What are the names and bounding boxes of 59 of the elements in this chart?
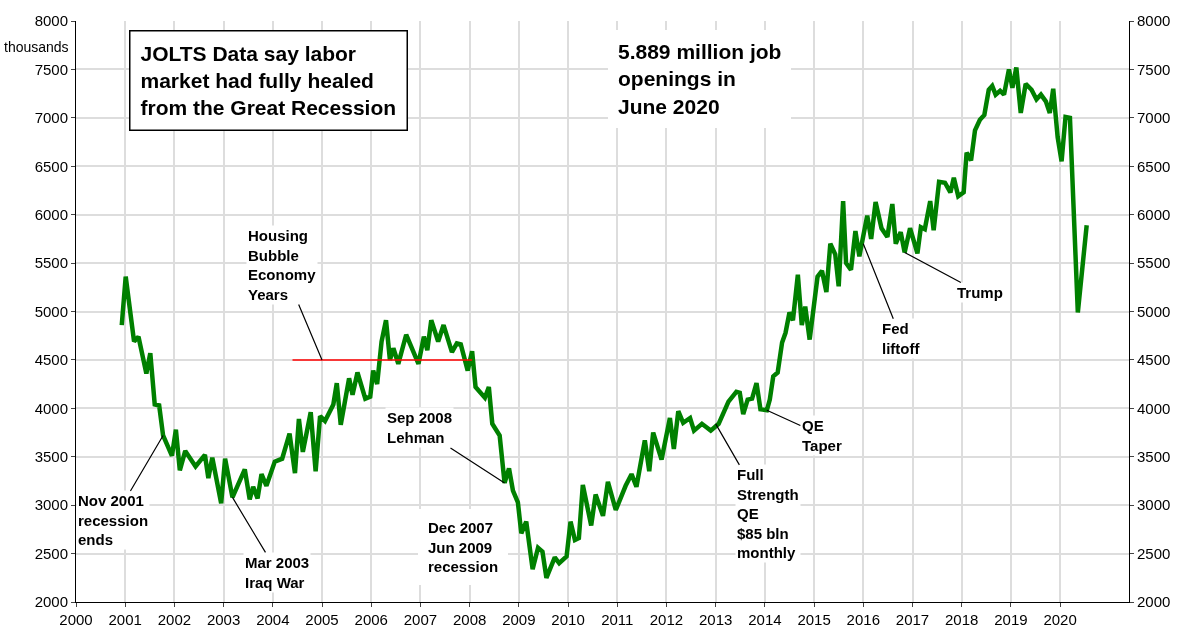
y-tick-label: 6500 <box>34 157 68 175</box>
y-tick-label: 6000 <box>34 205 68 223</box>
x-tick-label: 2012 <box>649 611 684 628</box>
annotation: Nov 2001 recession ends <box>78 492 149 548</box>
y-tick-label: 7500 <box>34 60 68 78</box>
y2-tick-label: 8000 <box>1137 12 1171 30</box>
annotation: JOLTS Data say labor market had fully healed from the Great Recession <box>140 41 397 120</box>
y2-tick-label: 5000 <box>1137 302 1171 320</box>
y2-tick-label: 7000 <box>1137 109 1171 127</box>
x-tick-label: 2018 <box>945 611 979 628</box>
x-tick-label: 2000 <box>59 611 93 628</box>
y2-tick-label: 4000 <box>1137 399 1171 417</box>
y2-tick-label: 4500 <box>1137 351 1171 369</box>
y2-tick-label: 5500 <box>1137 254 1171 272</box>
annotation: Mar 2003 Iraq War <box>245 554 310 591</box>
y2-tick-label: 7500 <box>1137 60 1171 78</box>
x-tick-label: 2011 <box>601 611 634 628</box>
x-tick-label: 2001 <box>108 611 142 628</box>
x-tick-label: 2007 <box>403 611 438 628</box>
x-tick-label: 2015 <box>797 611 831 628</box>
y-tick-label: 4000 <box>34 399 68 417</box>
y-tick-label: 2000 <box>34 593 68 611</box>
y-tick-label: 8000 <box>34 12 68 30</box>
x-tick-label: 2005 <box>305 611 339 628</box>
y-tick-label: 3500 <box>34 448 68 465</box>
x-tick-label: 2013 <box>698 611 733 628</box>
x-tick-label: 2010 <box>551 611 585 628</box>
x-tick-label: 2019 <box>994 611 1028 628</box>
y-tick-label: 2500 <box>34 544 68 562</box>
annotation: Fed liftoff <box>882 320 921 357</box>
y2-tick-label: 6000 <box>1137 205 1171 223</box>
annotation: Housing Bubble Economy Years <box>248 227 317 303</box>
x-tick-label: 2014 <box>748 611 782 628</box>
annotation: Full Strength QE $85 bln monthly <box>737 466 799 561</box>
annotation: 5.889 million job openings in June 2020 <box>618 40 782 118</box>
annotation: Dec 2007 Jun 2009 recession <box>428 519 499 575</box>
x-tick-label: 2008 <box>452 611 487 628</box>
x-tick-label: 2003 <box>206 611 241 628</box>
x-tick-label: 2016 <box>846 611 880 628</box>
annotation: QE Taper <box>802 417 842 454</box>
annotation: Trump <box>957 284 1003 301</box>
y2-tick-label: 3000 <box>1137 496 1171 514</box>
y-tick-label: 5000 <box>34 302 68 320</box>
y2-tick-label: 2500 <box>1137 544 1171 562</box>
y2-tick-label: 2000 <box>1137 593 1171 611</box>
y-axis-title: thousands <box>4 39 69 55</box>
annotation: Sep 2008 Lehman <box>387 409 453 446</box>
y-tick-label: 4500 <box>34 351 68 369</box>
x-tick-label: 2017 <box>895 611 930 628</box>
y-tick-label: 3000 <box>34 496 68 514</box>
y-tick-label: 5500 <box>34 254 68 272</box>
x-tick-label: 2020 <box>1043 611 1077 628</box>
x-tick-label: 2006 <box>354 611 388 628</box>
y-tick-label: 7000 <box>34 109 68 127</box>
x-tick-label: 2004 <box>256 611 290 628</box>
x-tick-label: 2009 <box>502 611 536 628</box>
y2-tick-label: 3500 <box>1137 448 1171 465</box>
x-tick-label: 2002 <box>157 611 192 628</box>
y2-tick-label: 6500 <box>1137 157 1171 175</box>
